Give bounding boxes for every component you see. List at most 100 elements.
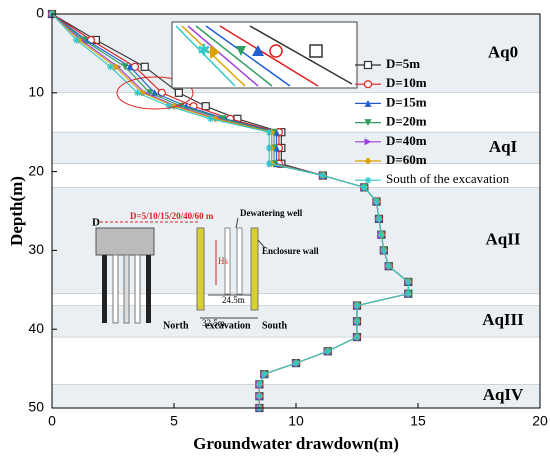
- pile: [112, 254, 119, 324]
- marker: [265, 160, 273, 168]
- leader-line: [257, 239, 266, 249]
- marker: [385, 262, 393, 270]
- marker: [364, 157, 372, 165]
- marker: [373, 198, 381, 206]
- marker: [380, 246, 388, 254]
- marker: [255, 392, 263, 400]
- legend-label: D=40m: [386, 133, 427, 148]
- y-tick-label: 40: [28, 320, 44, 336]
- legend-label: D=15m: [386, 94, 427, 109]
- annotation: 24.5m: [222, 295, 245, 305]
- marker: [265, 128, 273, 136]
- y-tick-label: 10: [28, 84, 44, 100]
- marker: [404, 278, 412, 286]
- inset-marker: [269, 44, 283, 58]
- leader-line: [235, 217, 239, 229]
- pile-cap: [95, 227, 155, 256]
- marker: [126, 63, 134, 71]
- marker: [360, 183, 368, 191]
- y-tick-label: 30: [28, 241, 44, 257]
- layer-label: AqI: [489, 137, 518, 156]
- annotation: D=5/10/15/20/40/60 m: [130, 211, 214, 221]
- y-tick-label: 20: [28, 162, 44, 178]
- inset-marker: [309, 44, 323, 58]
- inset-line: [187, 25, 259, 87]
- marker: [324, 347, 332, 355]
- inset: ✱: [171, 21, 358, 89]
- inset-line: [195, 25, 273, 87]
- layer-band: [51, 305, 541, 338]
- legend: D=5m D=10m D=15m D=20m D=40m D=60m South of th…: [355, 56, 510, 186]
- y-tick-label: 50: [28, 399, 44, 415]
- marker: [140, 62, 149, 71]
- axes: 0 5 10 15 20 0 10 20 30 40 50: [28, 5, 548, 429]
- annotation: North: [163, 320, 189, 331]
- marker: [377, 231, 385, 239]
- marker: [292, 359, 300, 367]
- inset-line: [249, 25, 353, 85]
- marker: [319, 172, 327, 180]
- marker: [107, 63, 115, 71]
- x-tick-label: 10: [288, 413, 304, 429]
- marker: [111, 63, 119, 71]
- marker: [121, 63, 129, 71]
- annotation: Dewatering well: [240, 208, 303, 218]
- pile: [123, 254, 130, 324]
- plot-lines: [47, 9, 413, 413]
- inset-marker: ✱: [197, 43, 210, 60]
- annotation: Hs: [218, 256, 228, 266]
- marker: [219, 115, 227, 123]
- marker: [165, 102, 173, 110]
- marker: [201, 102, 210, 111]
- schematic: D D=5/10/15/20/40/60 m Dewatering well Encl…: [92, 208, 319, 331]
- layer-label: Aq0: [488, 42, 518, 61]
- marker: [260, 370, 268, 378]
- zoom-ellipse: [116, 76, 194, 110]
- marker: [72, 36, 80, 44]
- layer-label: AqII: [486, 229, 521, 248]
- marker: [375, 215, 383, 223]
- pile: [134, 254, 141, 324]
- inset-marker: [236, 46, 246, 56]
- marker: [353, 302, 361, 310]
- marker: [404, 290, 412, 298]
- x-tick-label: 20: [532, 413, 548, 429]
- pile: [102, 255, 107, 323]
- annotation: D: [92, 217, 100, 229]
- annotation: Enclosure wall: [262, 246, 319, 256]
- inset-marker: [252, 45, 264, 56]
- x-tick-label: 15: [410, 413, 426, 429]
- legend-label: D=20m: [386, 114, 427, 129]
- legend-label: D=10m: [386, 75, 427, 90]
- marker: [255, 380, 263, 388]
- inset-marker: [210, 45, 220, 59]
- marker: [207, 115, 215, 123]
- marker: [133, 89, 141, 97]
- inset-line: [175, 25, 236, 87]
- legend-label: D=60m: [386, 152, 427, 167]
- marker: [364, 138, 372, 146]
- dewatering-well: [236, 227, 243, 295]
- layer-band: [51, 131, 541, 165]
- layer-label: AqIV: [483, 385, 524, 404]
- inset-frame: [171, 21, 358, 89]
- annotation: excavation: [205, 320, 251, 331]
- marker: [174, 88, 183, 97]
- marker: [177, 102, 185, 110]
- x-tick-label: 5: [170, 413, 178, 429]
- marker: [364, 99, 372, 107]
- marker: [353, 333, 361, 341]
- dewatering-well: [224, 227, 231, 295]
- marker: [363, 80, 373, 89]
- marker: [363, 60, 373, 70]
- annotation: South: [262, 320, 287, 331]
- enclosure-wall: [196, 227, 205, 311]
- legend-label: D=5m: [386, 56, 420, 71]
- marker: [265, 144, 273, 152]
- y-tick-label: 0: [36, 5, 44, 21]
- legend-label: South of the excavation: [386, 171, 510, 186]
- layer-label: AqIII: [482, 310, 524, 329]
- marker: [364, 119, 372, 127]
- annotation: 32.5m: [202, 318, 225, 328]
